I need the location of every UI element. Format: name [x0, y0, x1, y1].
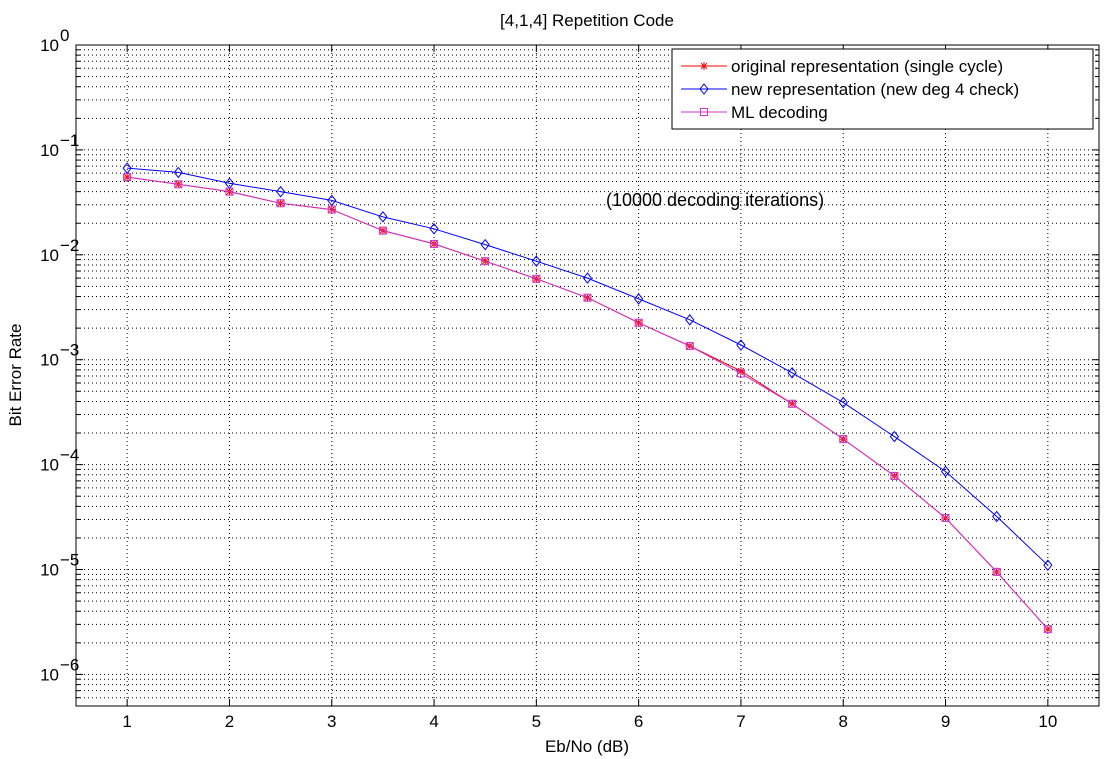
x-tick-label: 4	[429, 712, 438, 731]
y-tick-label: 10	[40, 456, 59, 475]
data-point	[634, 318, 643, 327]
data-point	[225, 187, 234, 196]
data-point	[940, 465, 951, 478]
data-point	[889, 430, 900, 443]
data-point	[123, 173, 132, 182]
y-tick-exponent: −1	[60, 131, 79, 150]
series-line	[127, 176, 1049, 630]
data-point	[1043, 559, 1053, 571]
data-point	[787, 367, 797, 379]
legend-item: ML decoding	[681, 103, 828, 122]
data-point	[839, 435, 848, 444]
y-tick-label: 10	[40, 561, 59, 580]
legend: original representation (single cycle) ne…	[671, 48, 1094, 130]
data-point	[634, 293, 644, 305]
data-point	[174, 180, 183, 189]
data-point	[531, 255, 541, 267]
x-tick-labels: 1 2 3 4 5 6 7 8 9 10	[122, 712, 1057, 731]
x-tick-label: 7	[736, 712, 745, 731]
x-tick-label: 9	[941, 712, 950, 731]
y-tick-exponent: −4	[60, 446, 79, 465]
data-point	[582, 272, 593, 284]
data-point	[276, 199, 285, 208]
annotation-iterations: (10000 decoding iterations)	[606, 190, 824, 210]
data-point	[583, 293, 592, 302]
x-axis-label: Eb/No (dB)	[545, 737, 629, 756]
data-point	[941, 513, 950, 522]
series-layer	[122, 162, 1053, 634]
data-point	[1043, 625, 1052, 634]
data-point	[890, 471, 899, 480]
y-tick-label: 10	[40, 665, 59, 684]
legend-label: ML decoding	[731, 103, 828, 122]
x-tick-label: 5	[532, 712, 541, 731]
legend-item: new representation (new deg 4 check)	[681, 80, 1019, 99]
y-tick-exponent: 0	[60, 26, 69, 45]
data-point	[736, 367, 745, 376]
data-point	[123, 173, 132, 182]
data-point	[378, 226, 387, 235]
data-point	[481, 257, 490, 266]
series-line	[127, 167, 1049, 566]
data-point	[992, 510, 1002, 523]
data-point	[327, 194, 337, 207]
legend-swatch-marker	[700, 108, 708, 116]
data-point	[685, 314, 695, 326]
legend-box	[671, 48, 1094, 130]
data-point	[838, 396, 848, 409]
y-tick-label: 10	[40, 351, 59, 370]
data-point	[327, 205, 336, 214]
x-tick-label: 2	[225, 712, 234, 731]
legend-swatch-marker	[700, 62, 708, 70]
legend-item: original representation (single cycle)	[681, 57, 1003, 76]
x-tick-label: 3	[327, 712, 336, 731]
data-point	[1043, 625, 1052, 634]
data-point	[532, 274, 541, 283]
y-tick-exponent: −6	[60, 655, 79, 674]
data-point	[480, 238, 490, 251]
legend-label: original representation (single cycle)	[731, 57, 1003, 76]
x-tick-label: 6	[634, 712, 643, 731]
data-point	[736, 369, 745, 378]
data-point	[685, 342, 694, 351]
y-tick-exponent: −3	[60, 341, 79, 360]
x-tick-label: 1	[122, 712, 131, 731]
data-point	[275, 185, 286, 198]
y-axis-label: Bit Error Rate	[6, 324, 25, 427]
x-tick-label: 8	[839, 712, 848, 731]
data-point	[736, 339, 746, 351]
data-point	[788, 399, 797, 408]
y-tick-label: 10	[40, 141, 59, 160]
legend-swatch-marker	[699, 83, 709, 95]
data-point	[429, 222, 439, 235]
legend-label: new representation (new deg 4 check)	[731, 80, 1019, 99]
x-tick-label: 10	[1038, 712, 1057, 731]
y-tick-exponent: −5	[60, 551, 79, 570]
y-tick-exponent: −2	[60, 236, 79, 255]
y-tick-label: 10	[40, 246, 59, 265]
data-point	[173, 166, 183, 179]
data-point	[992, 567, 1001, 576]
series-3	[123, 173, 1052, 634]
data-point	[430, 239, 439, 248]
chart-title: [4,1,4] Repetition Code	[500, 11, 674, 30]
y-tick-label: 10	[40, 36, 59, 55]
data-point	[378, 211, 388, 223]
